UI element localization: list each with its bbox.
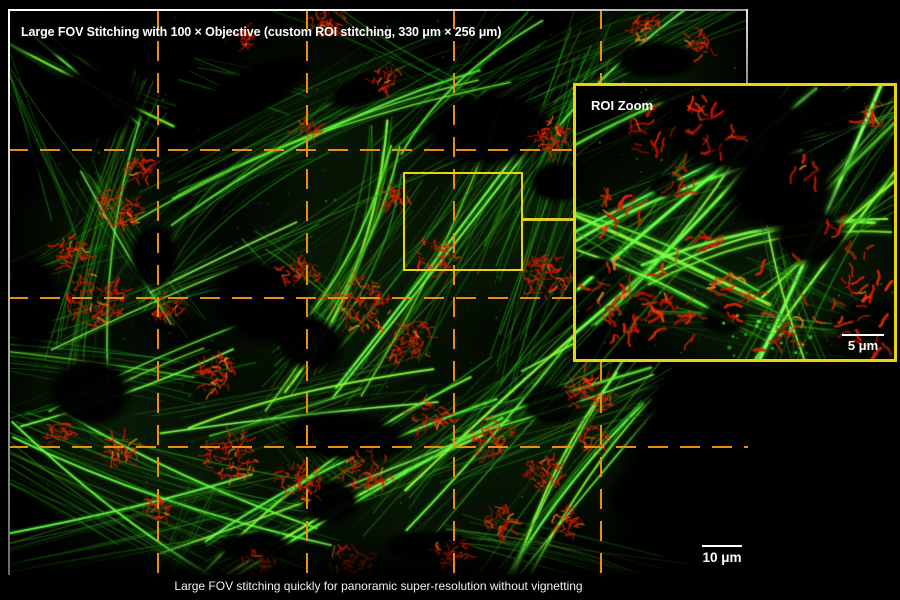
scale-bar-label: 5 μm	[847, 338, 879, 353]
inset-title: ROI Zoom	[591, 98, 654, 113]
stitch-grid-line-h1	[8, 149, 748, 151]
stitch-grid-line-h2	[8, 297, 748, 299]
scale-bar-10um: 10 μm	[698, 545, 746, 565]
panel-frame-top	[8, 9, 748, 11]
stitch-grid-line-h3	[8, 446, 748, 448]
roi-selection-box	[403, 172, 523, 271]
figure-title: Large FOV Stitching with 100 × Objective…	[21, 25, 502, 39]
roi-zoom-canvas	[576, 86, 894, 359]
roi-zoom-inset: ROI Zoom 5 μm	[573, 83, 897, 362]
roi-connector-line	[521, 218, 585, 221]
figure-caption: Large FOV stitching quickly for panorami…	[174, 579, 583, 593]
scale-bar-label: 10 μm	[702, 550, 742, 565]
scale-bar-line	[842, 334, 884, 336]
panel-frame-left	[8, 9, 10, 575]
stitch-grid-line-v1	[157, 9, 159, 575]
scale-bar-line	[702, 545, 742, 547]
stitch-grid-line-v3	[453, 9, 455, 575]
scale-bar-5um: 5 μm	[840, 334, 886, 353]
stitch-grid-line-v2	[306, 9, 308, 575]
panel-frame-right	[746, 9, 748, 85]
